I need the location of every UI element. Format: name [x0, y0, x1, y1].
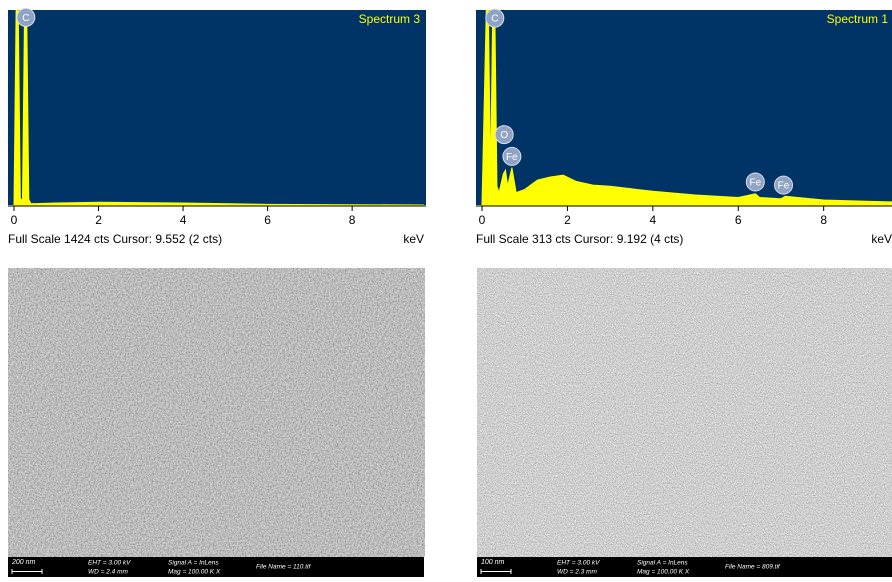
info-bar	[8, 557, 424, 577]
info-text: File Name = 110.tif	[256, 564, 311, 571]
info-text: EHT = 3.00 kV	[88, 560, 131, 567]
x-tick-label: 8	[349, 213, 356, 227]
info-text: Mag = 100.00 K X	[168, 569, 221, 576]
peak-marker	[485, 8, 505, 28]
peak-marker	[774, 175, 794, 195]
peak-label: Fe	[506, 152, 518, 163]
peak-label: O	[500, 130, 508, 141]
info-text: File Name = 809.tif	[725, 564, 781, 571]
x-tick-label: 6	[264, 213, 271, 227]
x-axis-label: keV	[871, 232, 892, 246]
axis-area	[8, 205, 426, 250]
peak-marker	[16, 7, 36, 27]
info-text: WD = 2.3 mm	[557, 569, 597, 576]
spectrum-area	[13, 9, 425, 206]
info-text: Signal A = InLens	[637, 560, 688, 567]
info-text: WD = 2.4 mm	[88, 569, 128, 576]
status-text: Full Scale 313 cts Cursor: 9.192 (4 cts)	[476, 232, 683, 246]
sem-image	[8, 268, 425, 557]
x-tick-label: 4	[649, 213, 656, 227]
spectrum-area	[481, 9, 892, 206]
plot-background	[476, 10, 892, 205]
x-tick-label: 6	[735, 213, 742, 227]
info-text: Signal A = InLens	[168, 560, 219, 567]
info-bar	[477, 557, 892, 577]
scale-bar-label: 200 nm	[11, 559, 36, 566]
peak-marker	[502, 146, 522, 166]
x-tick-label: 4	[180, 213, 187, 227]
peak-label: C	[491, 14, 498, 25]
chart-title: Spectrum 1	[827, 12, 889, 26]
status-text: Full Scale 1424 cts Cursor: 9.552 (2 cts…	[8, 232, 222, 246]
x-tick-label: 0	[479, 213, 486, 227]
scale-bar	[11, 569, 43, 574]
x-tick-label: 2	[564, 213, 571, 227]
scale-bar-label: 100 nm	[481, 559, 505, 566]
plot-background	[8, 10, 426, 205]
peak-label: Fe	[778, 181, 790, 192]
x-tick-label: 8	[820, 213, 827, 227]
peak-label: Fe	[749, 178, 761, 189]
x-axis-label: keV	[403, 232, 424, 246]
info-text: EHT = 3.00 kV	[557, 560, 600, 567]
x-tick-label: 0	[11, 213, 18, 227]
peak-marker	[745, 172, 765, 192]
scale-bar	[480, 569, 512, 574]
axis-area	[476, 205, 892, 250]
sem-image	[477, 268, 892, 557]
peak-marker	[494, 125, 514, 145]
peak-label: C	[22, 13, 29, 24]
x-tick-label: 2	[95, 213, 102, 227]
chart-title: Spectrum 3	[359, 12, 421, 26]
info-text: Mag = 100.00 K X	[637, 569, 690, 576]
